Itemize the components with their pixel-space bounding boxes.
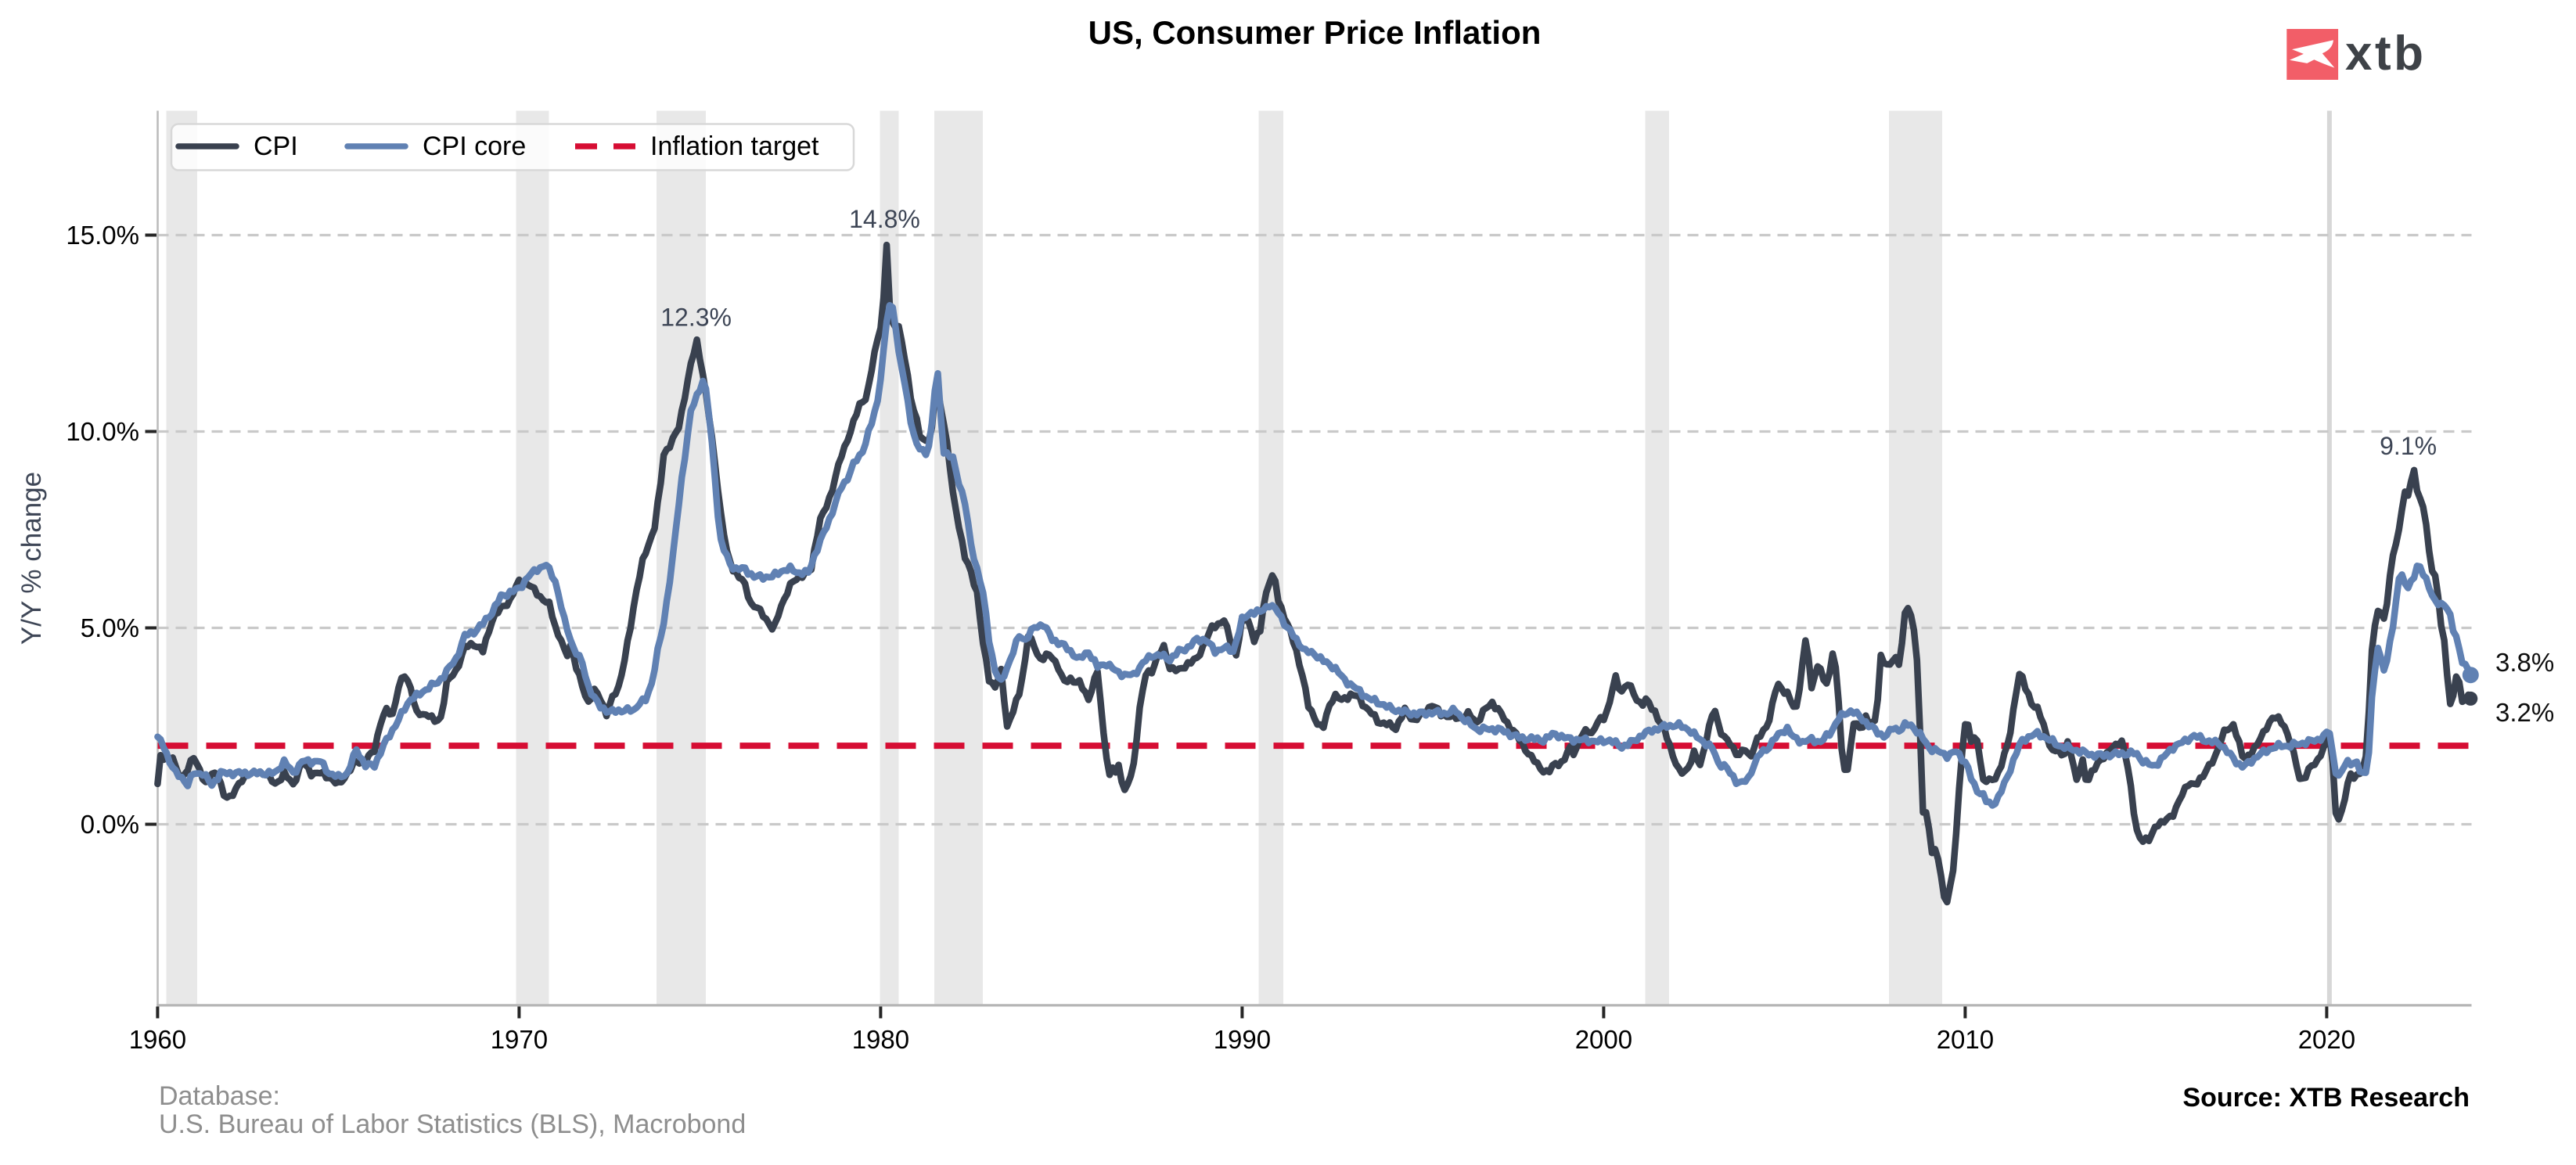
- svg-text:10.0%: 10.0%: [66, 417, 139, 446]
- svg-text:1970: 1970: [491, 1025, 548, 1054]
- svg-text:US, Consumer Price Inflation: US, Consumer Price Inflation: [1088, 14, 1542, 51]
- svg-text:5.0%: 5.0%: [81, 613, 139, 642]
- svg-text:xtb: xtb: [2345, 27, 2427, 81]
- svg-text:CPI: CPI: [254, 131, 298, 161]
- svg-text:Y/Y % change: Y/Y % change: [16, 472, 47, 645]
- svg-text:9.1%: 9.1%: [2380, 432, 2437, 460]
- svg-text:1980: 1980: [852, 1025, 909, 1054]
- svg-text:1960: 1960: [129, 1025, 186, 1054]
- svg-text:2000: 2000: [1575, 1025, 1632, 1054]
- svg-text:CPI core: CPI core: [423, 131, 526, 161]
- svg-text:15.0%: 15.0%: [66, 221, 139, 250]
- svg-text:3.8%: 3.8%: [2495, 648, 2554, 677]
- svg-text:Database:: Database:: [159, 1081, 280, 1111]
- svg-text:2010: 2010: [1937, 1025, 1994, 1054]
- svg-text:2020: 2020: [2298, 1025, 2355, 1054]
- svg-text:U.S. Bureau of Labor Statistic: U.S. Bureau of Labor Statistics (BLS), M…: [159, 1109, 746, 1139]
- svg-text:0.0%: 0.0%: [81, 810, 139, 839]
- svg-text:14.8%: 14.8%: [849, 205, 920, 233]
- svg-text:3.2%: 3.2%: [2495, 698, 2554, 727]
- svg-text:12.3%: 12.3%: [660, 304, 732, 332]
- svg-text:Inflation target: Inflation target: [650, 131, 819, 161]
- svg-text:1990: 1990: [1214, 1025, 1271, 1054]
- svg-text:Source: XTB Research: Source: XTB Research: [2182, 1083, 2470, 1113]
